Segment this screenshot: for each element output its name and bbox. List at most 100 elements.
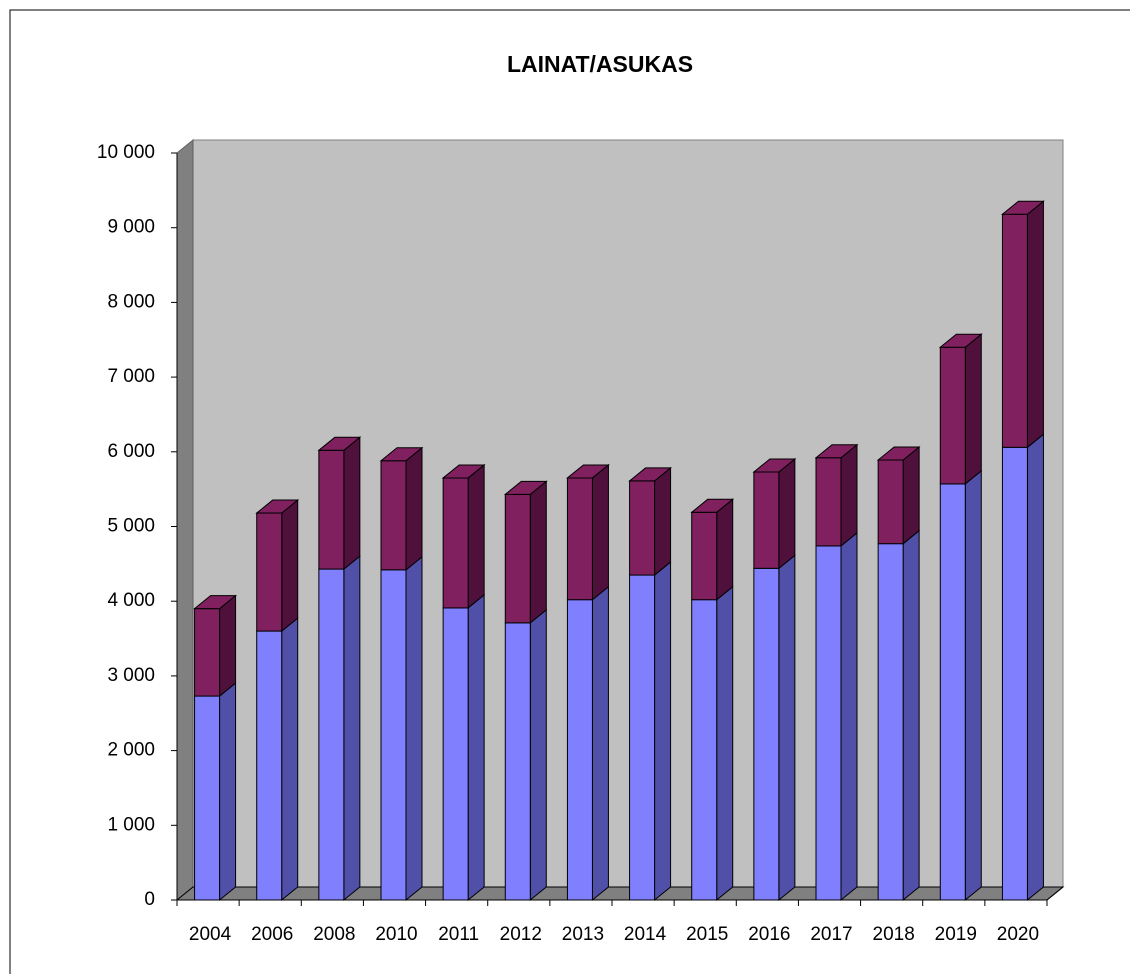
bar-top (628, 467, 672, 482)
x-tick-label: 2011 (438, 924, 479, 945)
side-wall (176, 138, 194, 902)
bar (318, 449, 345, 570)
bar-side (964, 333, 982, 485)
bar (815, 457, 842, 547)
bar-side (778, 457, 796, 570)
bar (442, 477, 469, 609)
x-axis-end (1046, 886, 1064, 901)
bar-top (255, 499, 300, 514)
bar (380, 460, 407, 571)
bar-side (467, 463, 485, 609)
bar (504, 622, 531, 901)
x-tick-label: 2016 (748, 924, 790, 945)
bar (380, 569, 407, 901)
bar (194, 608, 221, 697)
bar-top (503, 480, 548, 495)
bar (939, 346, 966, 485)
bar (691, 511, 718, 601)
bar-top (938, 333, 983, 348)
x-tick-label: 2010 (375, 924, 417, 945)
y-tick-label: 7 000 (107, 366, 155, 387)
bar-side (716, 585, 734, 902)
bar-side (902, 529, 920, 902)
bar-side (281, 499, 299, 633)
bar-top (876, 446, 921, 461)
bar (753, 471, 780, 569)
x-tick-label: 2006 (251, 924, 293, 945)
bar (877, 543, 904, 901)
bar (256, 512, 283, 632)
bar-top (441, 464, 486, 479)
x-tick-label: 2008 (313, 924, 355, 945)
bar (566, 599, 593, 901)
bar-side (840, 443, 858, 547)
bar (691, 599, 718, 901)
bar-top (193, 595, 237, 610)
bar-side (219, 594, 237, 698)
bar (753, 567, 780, 901)
y-tick-label: 3 000 (107, 665, 155, 686)
chart-title: LAINAT/ASUKAS (507, 51, 693, 77)
bar (194, 695, 221, 901)
bar (504, 493, 531, 624)
bar-side (343, 436, 361, 571)
bar-side (654, 466, 672, 577)
x-tick-label: 2018 (873, 924, 915, 945)
bar-side (902, 445, 920, 545)
bar-side (1026, 200, 1044, 449)
bar (256, 630, 283, 901)
bar (318, 568, 345, 901)
x-tick-label: 2014 (624, 924, 667, 945)
y-tick-label: 1 000 (107, 814, 155, 835)
bar-top (566, 464, 610, 479)
y-tick-label: 9 000 (107, 217, 155, 238)
bar-side (778, 554, 796, 902)
bar-side (467, 593, 485, 902)
y-tick-label: 6 000 (107, 441, 155, 462)
bar-side (716, 498, 734, 601)
bar-side (281, 617, 299, 902)
bar-side (964, 469, 982, 902)
bar (442, 607, 469, 901)
bar-side (405, 446, 423, 571)
bar-side (405, 555, 423, 902)
x-tick-label: 2015 (686, 924, 728, 945)
bar (939, 483, 966, 901)
bar-top (317, 436, 362, 451)
bar-side (840, 531, 858, 902)
x-tick-label: 2004 (189, 924, 232, 945)
bar (629, 480, 656, 576)
y-tick-label: 10 000 (97, 142, 155, 163)
x-tick-label: 2012 (500, 924, 542, 945)
bar (1001, 213, 1028, 448)
x-tick-label: 2019 (935, 924, 977, 945)
y-tick-label: 2 000 (107, 740, 155, 761)
bar-top (814, 444, 859, 459)
y-tick-label: 5 000 (107, 516, 155, 537)
bar-top (379, 447, 424, 462)
bar-side (343, 555, 361, 902)
y-tick-label: 8 000 (107, 291, 155, 312)
bar-top (752, 458, 797, 473)
bar-side (654, 561, 672, 902)
y-tick-label: 0 (144, 889, 155, 910)
bar-side (1026, 433, 1044, 902)
bar-top (1001, 200, 1045, 215)
y-tick-label: 4 000 (107, 590, 155, 611)
bar (815, 545, 842, 901)
bar (1001, 446, 1028, 901)
bar-side (591, 585, 609, 902)
bar (877, 459, 904, 545)
bar-side (529, 480, 547, 624)
bar-side (529, 608, 547, 902)
bar-side (591, 463, 609, 601)
floor (175, 886, 1065, 901)
bar-top (690, 498, 735, 513)
x-tick-label: 2017 (810, 924, 852, 945)
bar (566, 477, 593, 601)
x-tick-label: 2013 (562, 924, 604, 945)
bar (629, 574, 656, 901)
x-tick-label: 2020 (997, 924, 1039, 945)
bar-side (219, 682, 237, 902)
